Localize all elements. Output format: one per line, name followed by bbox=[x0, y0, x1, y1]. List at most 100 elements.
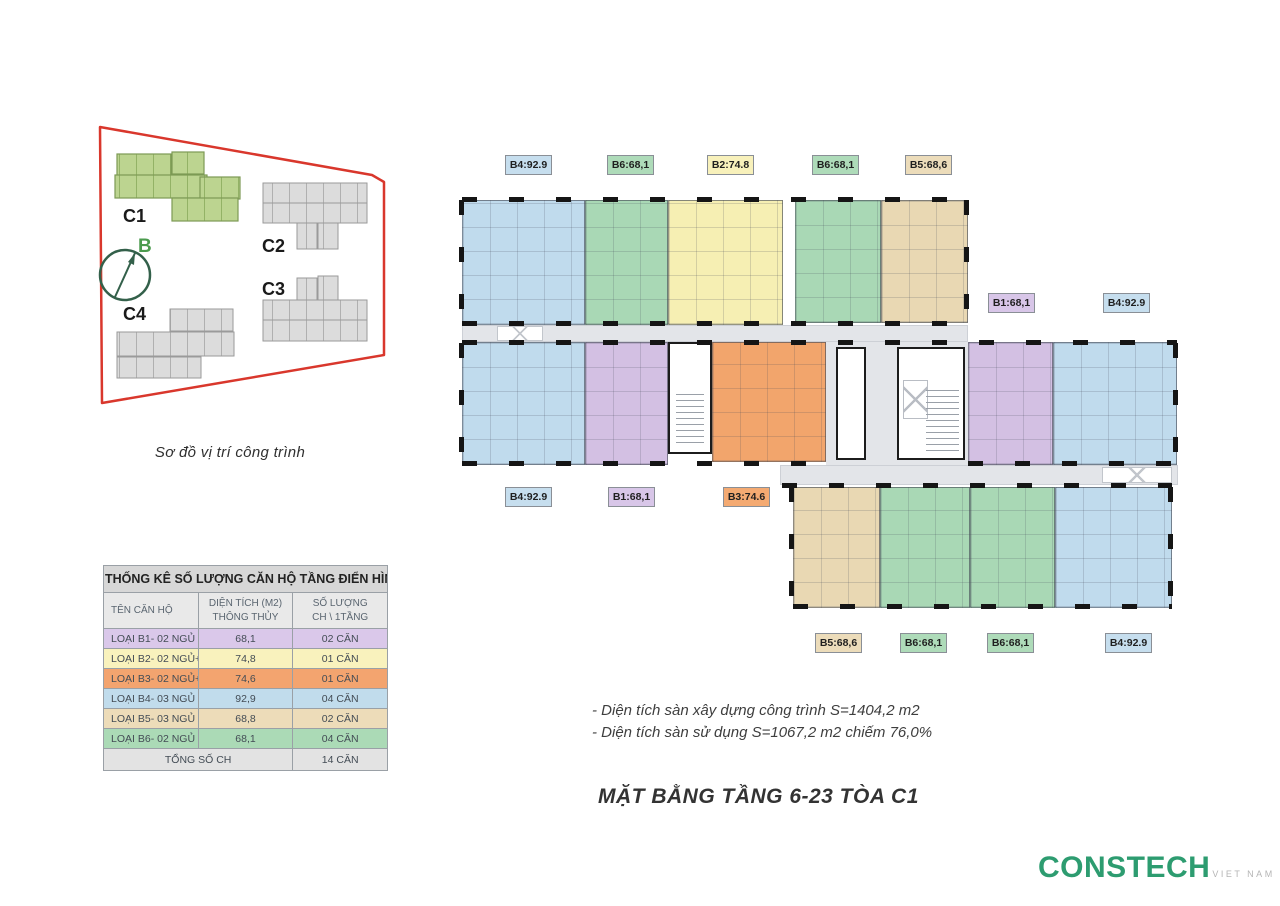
unit-label: B6:68,1 bbox=[900, 633, 947, 653]
unit-b6-top bbox=[585, 200, 668, 325]
wall-segment bbox=[1168, 487, 1173, 605]
col-header-qty-line1: SỐ LƯỢNG bbox=[312, 598, 368, 609]
unit-label: B6:68,1 bbox=[987, 633, 1034, 653]
building-label-c1: C1 bbox=[123, 206, 146, 226]
unit-label-text: B1:68,1 bbox=[612, 491, 651, 503]
unit-b4-bottom-right bbox=[1055, 487, 1172, 608]
site-boundary bbox=[98, 125, 386, 405]
unit-label-text: B6:68,1 bbox=[904, 637, 943, 649]
unit-label: B2:74.8 bbox=[707, 155, 754, 175]
apartment-qty-cell: 02 CĂN bbox=[292, 628, 388, 649]
wall-segment bbox=[462, 197, 968, 202]
table-row: LOẠI B1- 02 NGỦ 68,1 02 CĂN bbox=[103, 628, 388, 649]
apartment-area-cell: 74,8 bbox=[197, 648, 294, 669]
unit-label: B5:68,6 bbox=[905, 155, 952, 175]
unit-b6-top-right bbox=[795, 200, 881, 323]
unit-label: B1:68,1 bbox=[988, 293, 1035, 313]
col-header-name: TÊN CĂN HỘ bbox=[103, 592, 199, 629]
unit-b1-mid-left bbox=[585, 342, 668, 465]
constech-logo: CONSTECH VIET NAM bbox=[1038, 851, 1275, 885]
unit-label-text: B4:92.9 bbox=[1109, 637, 1148, 649]
unit-label-text: B2:74.8 bbox=[711, 159, 750, 171]
unit-b4-mid-right bbox=[1053, 342, 1177, 465]
col-header-name-line1: TÊN CĂN HỘ bbox=[111, 604, 173, 616]
wall-segment bbox=[782, 483, 1172, 488]
apartment-type-cell: LOẠI B3- 02 NGỦ+ bbox=[103, 668, 199, 689]
unit-b4-top-left bbox=[462, 200, 585, 325]
wall-segment bbox=[462, 340, 1177, 345]
unit-b5-top-right bbox=[881, 200, 968, 323]
unit-label: B5:68,6 bbox=[815, 633, 862, 653]
table-header-row: TÊN CĂN HỘ DIỆN TÍCH (M2) THÔNG THỦY SỐ … bbox=[103, 592, 388, 629]
unit-label: B6:68,1 bbox=[607, 155, 654, 175]
wall-segment bbox=[793, 604, 1172, 609]
building-label-c4: C4 bbox=[123, 304, 146, 324]
logo-subtitle: VIET NAM bbox=[1212, 869, 1275, 879]
apartment-qty-cell: 01 CĂN bbox=[292, 668, 388, 689]
hatch-marker-lower bbox=[1102, 467, 1172, 483]
unit-label: B3:74.6 bbox=[723, 487, 770, 507]
unit-label: B1:68,1 bbox=[608, 487, 655, 507]
unit-label-text: B4:92.9 bbox=[509, 491, 548, 503]
unit-label-text: B4:92.9 bbox=[509, 159, 548, 171]
unit-b6-bottom-left bbox=[880, 487, 970, 608]
table-title: THỐNG KÊ SỐ LƯỢNG CĂN HỘ TẦNG ĐIỂN HÌNH … bbox=[103, 565, 388, 593]
site-diagram-caption: Sơ đồ vị trí công trình bbox=[154, 444, 306, 461]
col-header-area: DIỆN TÍCH (M2) THÔNG THỦY bbox=[197, 592, 294, 629]
apartment-type-cell: LOẠI B5- 03 NGỦ bbox=[103, 708, 199, 729]
stair-core bbox=[897, 347, 965, 460]
wall-segment bbox=[459, 343, 464, 462]
table-footer-row: TỔNG SỐ CH 14 CĂN bbox=[102, 748, 388, 771]
building-c2-footprint bbox=[262, 182, 368, 250]
note-line: - Diện tích sàn sử dụng S=1067,2 m2 chiế… bbox=[592, 724, 933, 741]
stairwell-left bbox=[668, 342, 712, 454]
wall-segment bbox=[1173, 343, 1178, 462]
unit-label-text: B6:68,1 bbox=[611, 159, 650, 171]
apartment-area-cell: 68,1 bbox=[197, 728, 294, 749]
plan-title: MẶT BẰNG TẦNG 6-23 TÒA C1 bbox=[598, 785, 919, 808]
apartment-area-cell: 68,1 bbox=[197, 628, 294, 649]
wall-segment bbox=[968, 461, 1177, 466]
wall-segment bbox=[462, 321, 968, 326]
unit-b2-top bbox=[668, 200, 783, 325]
unit-label: B4:92.9 bbox=[1103, 293, 1150, 313]
table-title-row: THỐNG KÊ SỐ LƯỢNG CĂN HỘ TẦNG ĐIỂN HÌNH … bbox=[103, 565, 388, 593]
unit-b5-bottom bbox=[793, 487, 880, 608]
wall-segment bbox=[462, 461, 833, 466]
total-label: TỔNG SỐ CH bbox=[102, 748, 294, 771]
unit-label: B4:92.9 bbox=[505, 487, 552, 507]
hatch-marker-upper bbox=[497, 326, 543, 341]
table-row: LOẠI B2- 02 NGỦ+ 74,8 01 CĂN bbox=[103, 648, 388, 669]
table-row: LOẠI B5- 03 NGỦ 68,8 02 CĂN bbox=[103, 708, 388, 729]
building-c3-footprint bbox=[262, 275, 368, 342]
building-c1-footprint bbox=[114, 151, 241, 222]
unit-label-text: B6:68,1 bbox=[816, 159, 855, 171]
unit-label-text: B5:68,6 bbox=[909, 159, 948, 171]
unit-label-text: B1:68,1 bbox=[992, 297, 1031, 309]
unit-label: B4:92.9 bbox=[505, 155, 552, 175]
area-notes: - Diện tích sàn xây dựng công trình S=14… bbox=[592, 700, 932, 744]
col-header-area-line1: DIỆN TÍCH (M2) bbox=[208, 598, 283, 609]
wall-segment bbox=[459, 200, 464, 322]
apartment-stats-table: THỐNG KÊ SỐ LƯỢNG CĂN HỘ TẦNG ĐIỂN HÌNH … bbox=[102, 565, 388, 771]
building-label-c2: C2 bbox=[262, 236, 285, 256]
compass-icon bbox=[98, 248, 152, 302]
apartment-area-cell: 68,8 bbox=[197, 708, 294, 729]
unit-label: B6:68,1 bbox=[812, 155, 859, 175]
apartment-qty-cell: 02 CĂN bbox=[292, 708, 388, 729]
unit-b1-mid-right bbox=[968, 342, 1053, 465]
note-line: - Diện tích sàn xây dựng công trình S=14… bbox=[592, 702, 920, 719]
apartment-qty-cell: 01 CĂN bbox=[292, 648, 388, 669]
apartment-type-cell: LOẠI B1- 02 NGỦ bbox=[103, 628, 199, 649]
wall-segment bbox=[964, 200, 969, 322]
apartment-type-cell: LOẠI B2- 02 NGỦ+ bbox=[103, 648, 199, 669]
unit-label: B4:92.9 bbox=[1105, 633, 1152, 653]
table-row: LOẠI B4- 03 NGỦ 92,9 04 CĂN bbox=[103, 688, 388, 709]
apartment-area-cell: 74,6 bbox=[197, 668, 294, 689]
unit-label-text: B3:74.6 bbox=[727, 491, 766, 503]
table-row: LOẠI B3- 02 NGỦ+ 74,6 01 CĂN bbox=[103, 668, 388, 689]
unit-b4-mid-left bbox=[462, 342, 585, 465]
unit-label-text: B4:92.9 bbox=[1107, 297, 1146, 309]
site-location-diagram: C1 C2 C3 C4 B bbox=[98, 125, 386, 405]
